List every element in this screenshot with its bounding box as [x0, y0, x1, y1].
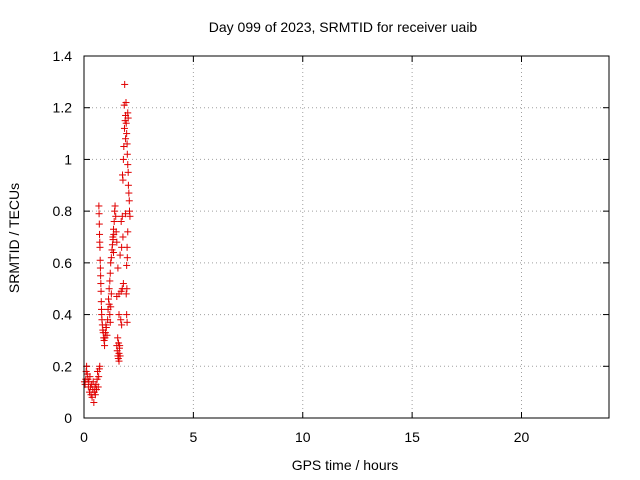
data-point [124, 114, 132, 122]
data-point [110, 230, 118, 238]
data-point [116, 251, 124, 259]
data-point [114, 264, 122, 272]
data-point [124, 161, 132, 169]
data-point [115, 311, 123, 319]
data-point [118, 321, 126, 329]
data-point [122, 135, 130, 143]
data-point [113, 238, 121, 246]
data-point [123, 130, 131, 138]
y-tick-label: 0.2 [53, 358, 73, 374]
data-point [111, 202, 119, 210]
x-tick-labels: 0 5 10 15 20 [80, 429, 529, 445]
y-tick-label: 1.4 [53, 48, 73, 64]
data-point [123, 254, 131, 262]
data-point [108, 241, 116, 249]
x-tick-label: 10 [295, 429, 311, 445]
data-point [107, 303, 115, 311]
data-point [122, 119, 130, 127]
x-tick-label: 5 [189, 429, 197, 445]
data-point [91, 391, 99, 399]
y-tick-label: 1.2 [53, 100, 73, 116]
x-tick-label: 20 [514, 429, 530, 445]
data-point [124, 181, 132, 189]
data-point [110, 249, 118, 257]
data-point [122, 210, 130, 218]
y-tick-label: 1 [64, 151, 72, 167]
data-point [121, 80, 129, 88]
data-point [124, 168, 132, 176]
data-point [119, 176, 127, 184]
data-point [122, 290, 130, 298]
data-point [123, 318, 131, 326]
data-point [125, 189, 133, 197]
data-point [110, 217, 118, 225]
data-point [119, 233, 127, 241]
x-axis-label: GPS time / hours [292, 457, 399, 473]
data-point [97, 298, 105, 306]
data-point [102, 324, 110, 331]
data-point [105, 295, 112, 303]
data-point [97, 287, 105, 295]
y-tick-labels: 0 0.2 0.4 0.6 0.8 1 1.2 1.4 [53, 48, 73, 426]
data-point [95, 373, 103, 381]
data-point [96, 264, 104, 272]
data-point [107, 254, 115, 262]
axis-ticks [83, 55, 609, 419]
chart-title: Day 099 of 2023, SRMTID for receiver uai… [209, 19, 478, 35]
data-point [97, 280, 105, 288]
data-point [109, 236, 117, 244]
data-point [116, 342, 124, 350]
data-point [124, 228, 132, 236]
data-points [80, 80, 134, 406]
data-point [115, 357, 123, 365]
data-point [123, 150, 131, 158]
data-point [120, 101, 128, 109]
x-tick-label: 0 [80, 429, 88, 445]
y-tick-label: 0.6 [53, 255, 73, 271]
data-point [117, 316, 125, 324]
y-tick-label: 0 [64, 410, 72, 426]
data-point [106, 318, 114, 326]
data-point [105, 285, 113, 293]
data-point [103, 331, 111, 339]
data-point [116, 352, 124, 360]
data-point [95, 202, 103, 210]
data-point [123, 261, 131, 269]
data-point [120, 124, 128, 132]
data-point [112, 212, 120, 220]
plot-frame [83, 55, 610, 419]
data-point [95, 210, 103, 218]
data-point [96, 362, 104, 370]
y-axis-label: SRMTID / TECUs [6, 183, 22, 293]
data-point [95, 220, 103, 228]
data-point [96, 243, 104, 251]
y-tick-label: 0.4 [53, 307, 73, 323]
data-point [117, 217, 125, 225]
data-point [114, 334, 122, 342]
y-tick-label: 0.8 [53, 203, 73, 219]
data-point [123, 140, 131, 148]
x-tick-label: 15 [404, 429, 420, 445]
data-point [126, 212, 134, 220]
data-point [86, 373, 94, 381]
data-point [107, 259, 115, 267]
data-point [90, 398, 98, 406]
grid-lines [84, 56, 609, 418]
data-point [123, 243, 131, 251]
data-point [125, 197, 133, 205]
data-point [94, 383, 102, 391]
data-point [119, 280, 127, 288]
data-point [123, 311, 131, 319]
data-point [97, 272, 105, 280]
data-point [123, 285, 131, 293]
data-point [119, 155, 127, 163]
data-point [96, 256, 104, 264]
data-point [107, 290, 115, 298]
data-point [106, 311, 114, 319]
data-point [106, 277, 114, 285]
data-point [96, 230, 104, 238]
data-point [106, 269, 114, 277]
data-point [101, 342, 109, 350]
